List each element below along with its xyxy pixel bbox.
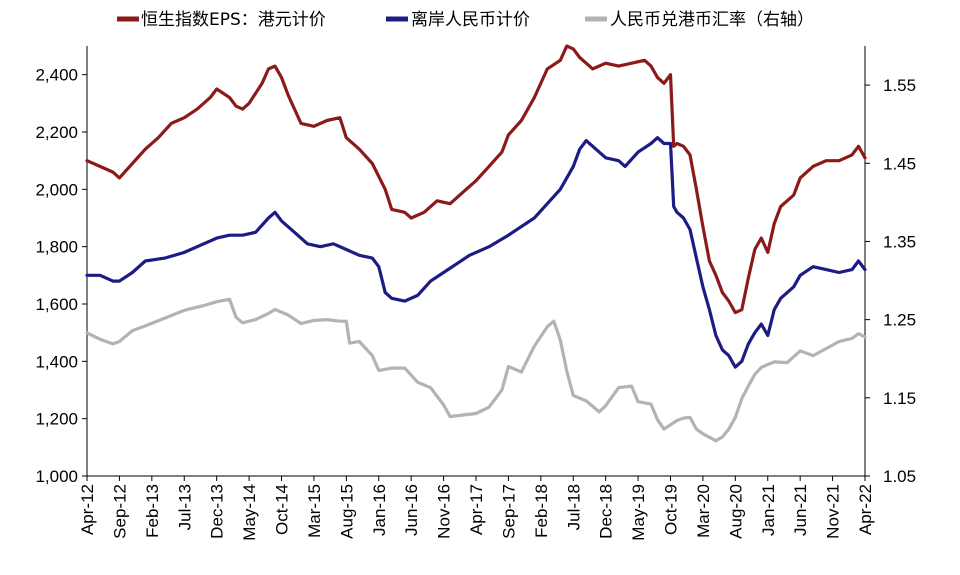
right-tick-label: 1.05 (883, 467, 916, 486)
x-tick-label: Apr-17 (467, 484, 486, 535)
left-tick-label: 2,000 (35, 180, 78, 199)
legend: 恒生指数EPS：港元计价 离岸人民币计价 人民币兑港币汇率（右轴） (117, 10, 814, 30)
x-tick-label: Dec-13 (208, 484, 227, 539)
legend-item-eps-cny: 离岸人民币计价 (386, 10, 530, 30)
left-tick-label: 1,200 (35, 410, 78, 429)
x-tick-label: Aug-20 (726, 484, 745, 539)
x-tick-label: Jan-16 (370, 484, 389, 536)
right-tick-label: 1.15 (883, 389, 916, 408)
x-tick-label: Nov-21 (824, 484, 843, 539)
left-tick-label: 2,400 (35, 66, 78, 85)
left-tick-label: 1,600 (35, 295, 78, 314)
x-tick-label: Apr-22 (856, 484, 875, 535)
right-tick-label: 1.55 (883, 76, 916, 95)
right-axis-ticks: 1.05 1.15 1.25 1.35 1.45 1.55 (865, 76, 916, 486)
x-tick-label: Jan-21 (759, 484, 778, 536)
x-tick-label: Jun-21 (791, 484, 810, 536)
x-tick-label: Aug-15 (337, 484, 356, 539)
legend-label-eps-cny: 离岸人民币计价 (411, 10, 530, 30)
x-tick-label: May-19 (629, 484, 648, 541)
right-tick-label: 1.35 (883, 232, 916, 251)
left-axis-ticks: 1,000 1,200 1,400 1,600 1,800 2,000 2,200 2,400 (35, 66, 87, 486)
right-tick-label: 1.25 (883, 311, 916, 330)
x-tick-label: Dec-18 (597, 484, 616, 539)
series-line-fx (85, 297, 867, 443)
x-tick-label: Feb-18 (532, 484, 551, 538)
x-tick-label: Apr-12 (78, 484, 97, 535)
legend-label-fx: 人民币兑港币汇率（右轴） (610, 10, 814, 30)
x-tick-label: May-14 (240, 484, 259, 541)
left-tick-label: 1,800 (35, 238, 78, 257)
left-tick-label: 1,400 (35, 352, 78, 371)
x-tick-label: Jun-16 (402, 484, 421, 536)
series-line-eps-cny (85, 136, 867, 369)
x-tick-label: Nov-16 (435, 484, 454, 539)
x-tick-label: Oct-19 (662, 484, 681, 535)
series-line-eps-hkd (85, 44, 867, 315)
x-axis-ticks: Apr-12 Sep-12 Feb-13 Jul-13 Dec-13 May-14 Oct-… (78, 476, 875, 541)
x-tick-label: Sep-12 (110, 484, 129, 539)
legend-label-eps-hkd: 恒生指数EPS：港元计价 (141, 10, 326, 30)
x-tick-label: Jul-18 (564, 484, 583, 530)
x-tick-label: Oct-14 (273, 484, 292, 535)
axes (86, 46, 866, 477)
legend-item-fx: 人民币兑港币汇率（右轴） (585, 10, 814, 30)
left-tick-label: 2,200 (35, 123, 78, 142)
series-layer (85, 44, 867, 443)
x-tick-label: Jul-13 (175, 484, 194, 530)
legend-item-eps-hkd: 恒生指数EPS：港元计价 (117, 10, 326, 30)
x-tick-label: Feb-13 (143, 484, 162, 538)
x-tick-label: Mar-15 (305, 484, 324, 538)
right-tick-label: 1.45 (883, 154, 916, 173)
x-tick-label: Mar-20 (694, 484, 713, 538)
left-tick-label: 1,000 (35, 467, 78, 486)
x-tick-label: Sep-17 (499, 484, 518, 539)
